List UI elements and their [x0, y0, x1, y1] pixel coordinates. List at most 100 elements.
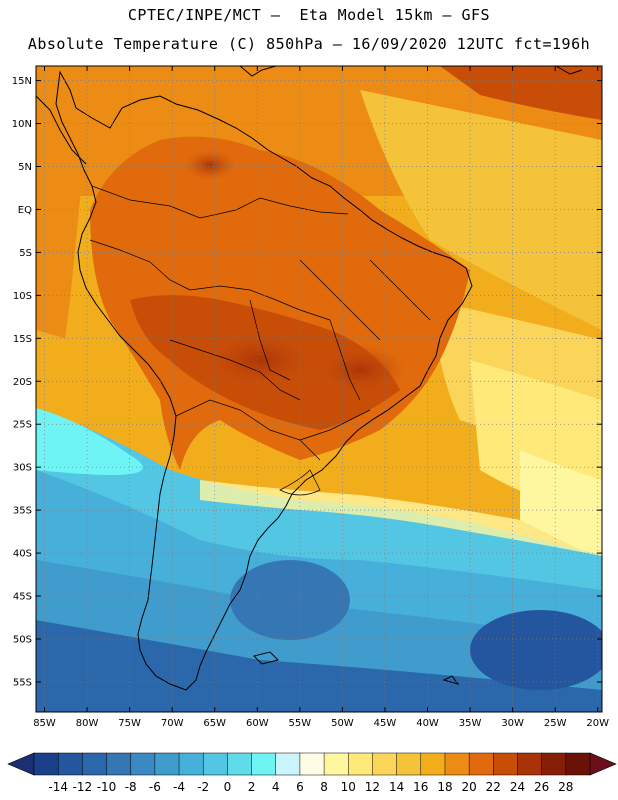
lon-label: 65W — [203, 718, 226, 729]
far-south-field — [36, 620, 602, 712]
lat-label: 15S — [13, 334, 32, 345]
colorbar-swatch — [227, 752, 253, 776]
colorbar-swatch — [323, 752, 349, 776]
colorbar-label: 4 — [272, 780, 280, 794]
colorbar-label: 18 — [437, 780, 452, 794]
lon-label: 40W — [416, 718, 439, 729]
border-brazil-internal-d — [299, 259, 381, 341]
border-peru-north — [89, 239, 191, 291]
colorbar-swatch — [202, 752, 228, 776]
border-guianas — [259, 197, 349, 215]
lat-label: 30S — [13, 463, 32, 474]
colorbar-label: 2 — [248, 780, 256, 794]
colorbar-swatch — [130, 752, 156, 776]
pacific-warm-band — [36, 66, 90, 400]
colorbar-label: 6 — [296, 780, 304, 794]
colorbar-swatch — [468, 752, 494, 776]
colorbar-label: 8 — [320, 780, 328, 794]
border-brazil-internal-c — [369, 259, 431, 321]
south-america-outline — [55, 70, 473, 691]
chart-title-line1: CPTEC/INPE/MCT – Eta Model 15km – GFS — [127, 6, 491, 24]
colorbar-swatch — [154, 752, 180, 776]
colorbar-swatch — [57, 752, 83, 776]
central-america-outline — [36, 95, 87, 165]
colorbar-label: -2 — [197, 780, 209, 794]
lon-label: 50W — [331, 718, 354, 729]
lon-label: 60W — [246, 718, 269, 729]
colorbar-label: 20 — [461, 780, 476, 794]
island-outline — [555, 66, 583, 75]
lon-label: 55W — [289, 718, 312, 729]
axis-ticks — [36, 66, 602, 712]
lat-label: 10S — [13, 291, 32, 302]
colorbar-label: 0 — [224, 780, 232, 794]
border-argentina-north — [175, 399, 321, 461]
rio-de-la-plata — [279, 469, 321, 496]
colorbar-label: -12 — [73, 780, 93, 794]
colorbar-label: 16 — [413, 780, 428, 794]
lon-label: 80W — [76, 718, 99, 729]
border-brazil-internal-b — [329, 319, 361, 401]
colorbar-label: 26 — [534, 780, 549, 794]
colorbar-swatch — [517, 752, 543, 776]
lon-label: 35W — [459, 718, 482, 729]
colorbar-swatch — [396, 752, 422, 776]
temperature-field — [36, 66, 602, 712]
lat-label: 35S — [13, 506, 32, 517]
lat-label: 25S — [13, 420, 32, 431]
cold-eddy-center — [230, 560, 350, 640]
colorbar-swatch — [420, 752, 446, 776]
north-east-hot-patch — [440, 66, 602, 120]
lat-label: EQ — [18, 205, 32, 216]
border-bolivia — [169, 339, 301, 401]
colorbar-swatch — [348, 752, 373, 776]
lon-label: 75W — [118, 718, 141, 729]
pacific-transition — [36, 330, 90, 410]
colorbar-label: -4 — [173, 780, 185, 794]
colorbar-swatch — [82, 752, 108, 776]
colorbar-low-cap — [7, 752, 35, 776]
hot-spot-center — [200, 330, 320, 390]
colorbar-swatch — [178, 752, 204, 776]
lat-label: 5N — [18, 162, 32, 173]
falklands-outline — [253, 651, 279, 665]
coastline — [36, 66, 583, 691]
lon-label: 85W — [33, 718, 56, 729]
lat-label: 20S — [13, 377, 32, 388]
colorbar-label: 10 — [341, 780, 356, 794]
colorbar-swatch — [541, 752, 567, 776]
lat-label: 10N — [12, 119, 32, 130]
border-uruguay — [299, 409, 371, 441]
hot-spot-east — [315, 345, 405, 395]
colorbar-label: -10 — [97, 780, 117, 794]
lon-label: 45W — [374, 718, 397, 729]
colorbar — [7, 752, 617, 776]
colorbar-label: 24 — [510, 780, 525, 794]
colorbar-label: -14 — [48, 780, 68, 794]
lat-label: 5S — [19, 248, 32, 259]
colorbar-swatch — [275, 752, 301, 776]
longitude-labels: 85W 80W 75W 70W 65W 60W 55W 50W 45W 40W 35W 30W 25W 2… — [33, 718, 609, 729]
colorbar-label: 22 — [486, 780, 501, 794]
lon-label: 25W — [544, 718, 567, 729]
atlantic-pale-band — [520, 450, 602, 560]
lon-label: 20W — [586, 718, 609, 729]
latitude-labels: 15N 10N 5N EQ 5S 10S 15S 20S 25S 30S 35S 40S 45S 50S 5… — [12, 76, 32, 688]
border-brazil-internal-a — [249, 299, 291, 381]
lat-label: 50S — [13, 634, 32, 645]
lon-label: 70W — [161, 718, 184, 729]
lat-label: 15N — [12, 76, 32, 87]
colorbar-label: -6 — [149, 780, 161, 794]
chart-title-line2: Absolute Temperature (C) 850hPa – 16/09/… — [27, 35, 591, 53]
colorbar-swatch — [299, 752, 325, 776]
lat-label: 55S — [13, 677, 32, 688]
colorbar-swatch — [565, 752, 591, 776]
lat-label: 45S — [13, 592, 32, 603]
south-georgia-outline — [442, 675, 460, 685]
colorbar-label: -8 — [125, 780, 137, 794]
colorbar-label: 12 — [365, 780, 380, 794]
cold-eddy-east — [470, 610, 602, 690]
colorbar-swatch — [493, 752, 519, 776]
map-frame — [35, 65, 603, 713]
